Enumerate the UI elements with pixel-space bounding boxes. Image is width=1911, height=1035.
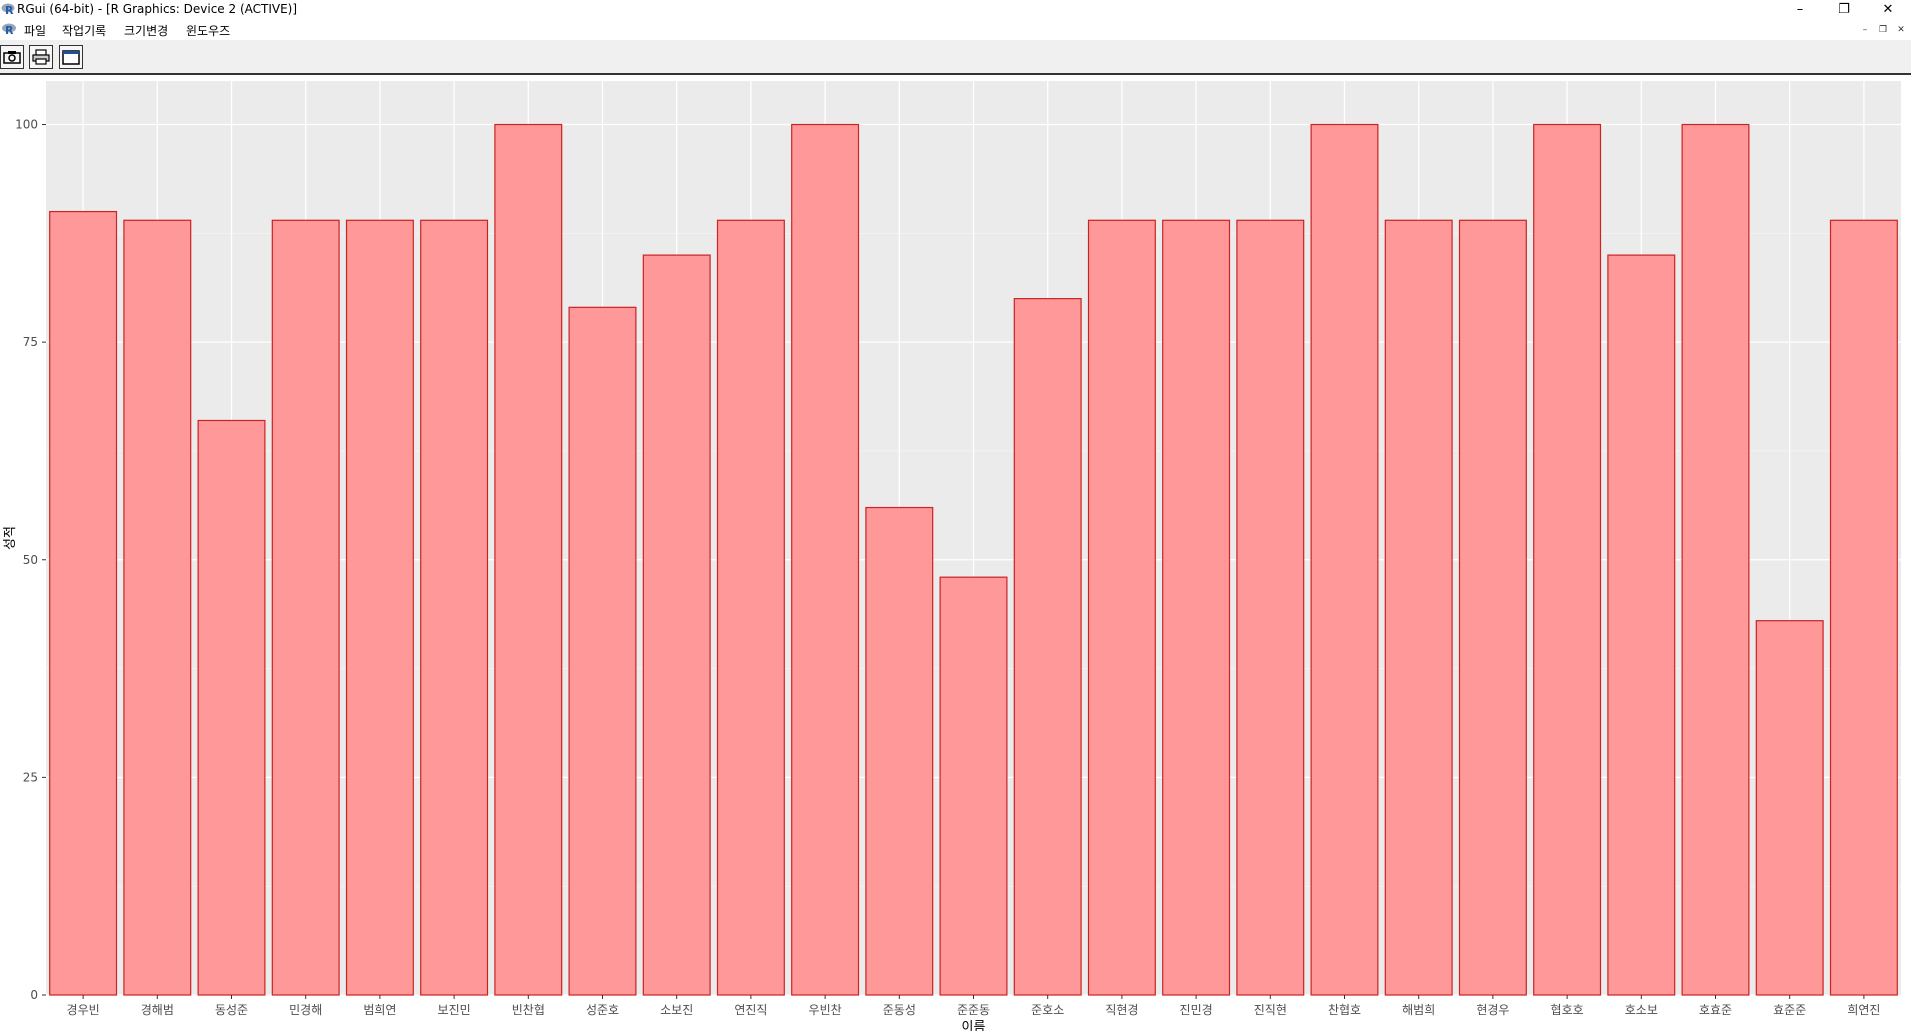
menu-file[interactable]: 파일 [24, 24, 47, 38]
window-icon [62, 49, 80, 65]
svg-text:R: R [5, 24, 14, 36]
x-tick-label: 빈찬협 [512, 1002, 545, 1017]
bars [49, 123, 1898, 996]
copy-clipboard-button[interactable] [0, 45, 24, 69]
x-tick-label: 경우빈 [67, 1003, 100, 1017]
y-tick-label: 50 [23, 553, 38, 567]
x-tick-label: 보진민 [438, 1003, 471, 1017]
y-axis-title: 성적 [3, 526, 18, 550]
print-icon [32, 49, 50, 65]
x-tick-label: 경해범 [141, 1003, 174, 1017]
r-logo-icon: R [1, 3, 15, 16]
bar-chart: 0 25 50 75 100 경우빈 경해범 동성준 민경해 범희연 보진민 빈찬협 성준호 소보진 연진… [3, 81, 1901, 1035]
x-tick-label: 호효준 [1699, 1003, 1732, 1017]
mdi-restore-button[interactable]: ❐ [1878, 25, 1888, 35]
bar-호소보 [1607, 254, 1676, 996]
bar-진민경 [1162, 219, 1231, 996]
bar-우빈찬 [791, 123, 860, 996]
bar-진직현 [1236, 219, 1305, 996]
x-tick-label: 협호호 [1551, 1003, 1584, 1017]
print-button[interactable] [29, 45, 53, 69]
bar-해범희 [1384, 219, 1453, 996]
bar-경해범 [123, 219, 192, 996]
bar-협호호 [1533, 123, 1602, 996]
bar-동성준 [197, 419, 266, 996]
x-tick-label: 현경우 [1476, 1003, 1509, 1017]
bar-연진직 [716, 219, 785, 996]
x-tick-label: 직현경 [1105, 1003, 1138, 1017]
x-tick-label: 범희연 [363, 1003, 396, 1017]
y-tick-label: 75 [23, 335, 38, 349]
x-tick-label: 소보진 [660, 1003, 693, 1017]
x-axis-title: 이름 [962, 1020, 986, 1031]
mdi-close-button[interactable]: ✕ [1897, 25, 1905, 35]
y-tick-label: 25 [23, 770, 38, 784]
bar-범희연 [345, 219, 414, 996]
x-tick-label: 준호소 [1031, 1003, 1064, 1017]
bar-찬협호 [1310, 123, 1379, 996]
toolbar [0, 40, 1911, 75]
r-menu-icon[interactable]: R [1, 22, 17, 36]
x-tick-label: 민경해 [289, 1003, 322, 1017]
x-tick-label: 성준호 [586, 1003, 619, 1017]
copy-clipboard-icon [3, 51, 21, 64]
window-button[interactable] [59, 45, 83, 69]
x-tick-label: 준준동 [957, 1003, 990, 1017]
menu-history[interactable]: 작업기록 [62, 24, 107, 38]
bar-효준준 [1755, 620, 1824, 996]
bar-민경해 [271, 219, 340, 996]
x-tick-label: 호소보 [1625, 1003, 1658, 1017]
x-tick-label: 진민경 [1180, 1003, 1213, 1017]
bar-현경우 [1458, 219, 1527, 996]
plot-area: 0 25 50 75 100 경우빈 경해범 동성준 민경해 범희연 보진민 빈찬협 성준호 소보진 연진… [0, 75, 1911, 1035]
x-tick-label: 해범희 [1402, 1003, 1435, 1017]
minimize-button[interactable]: – [1796, 2, 1804, 17]
close-button[interactable]: ✕ [1882, 2, 1894, 17]
x-tick-label: 진직현 [1254, 1003, 1287, 1017]
menu-resize[interactable]: 크기변경 [124, 24, 169, 38]
x-tick-label: 준동성 [883, 1003, 916, 1017]
bar-희연진 [1829, 219, 1898, 996]
bar-준동성 [865, 506, 934, 996]
x-axis-ticks: 경우빈 경해범 동성준 민경해 범희연 보진민 빈찬협 성준호 소보진 연진직 우빈찬 준동성 준준동 준… [67, 995, 1880, 1017]
y-tick-label: 0 [30, 988, 38, 1002]
bar-준준동 [939, 576, 1008, 996]
y-axis-ticks: 0 25 50 75 100 [15, 118, 46, 1002]
bar-호효준 [1681, 123, 1750, 996]
bar-소보진 [642, 254, 711, 996]
x-tick-label: 희연진 [1847, 1003, 1880, 1017]
title-bar: R RGui (64-bit) - [R Graphics: Device 2 … [0, 0, 1911, 19]
mdi-minimize-button[interactable]: – [1862, 25, 1868, 35]
y-tick-label: 100 [15, 118, 38, 132]
window-title: RGui (64-bit) - [R Graphics: Device 2 (A… [17, 2, 298, 16]
restore-button[interactable]: ❐ [1838, 2, 1850, 17]
bar-직현경 [1087, 219, 1156, 996]
x-tick-label: 효준준 [1773, 1003, 1806, 1017]
bar-보진민 [420, 219, 489, 996]
x-tick-label: 우빈찬 [809, 1002, 842, 1017]
menu-bar [0, 19, 1911, 40]
x-tick-label: 동성준 [215, 1003, 248, 1017]
bar-경우빈 [49, 210, 118, 996]
bar-성준호 [568, 306, 637, 996]
bar-빈찬협 [494, 123, 563, 996]
svg-text:R: R [5, 4, 14, 16]
bar-준호소 [1013, 298, 1082, 996]
x-tick-label: 연진직 [734, 1003, 767, 1017]
menu-windows[interactable]: 윈도우즈 [186, 24, 231, 38]
x-tick-label: 찬협호 [1328, 1002, 1361, 1017]
